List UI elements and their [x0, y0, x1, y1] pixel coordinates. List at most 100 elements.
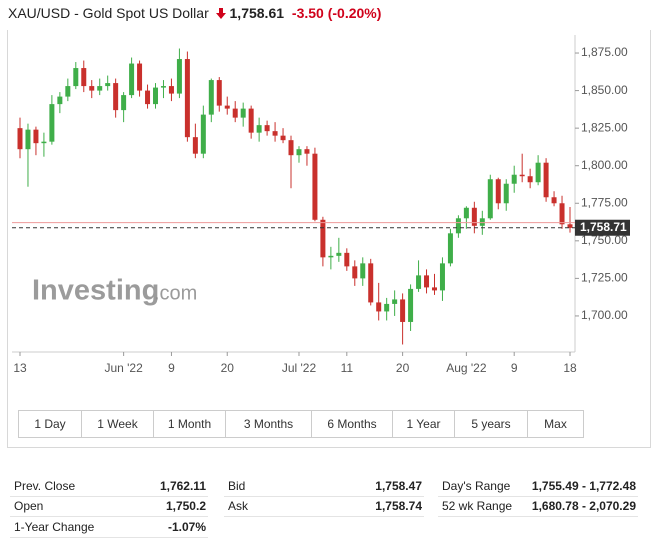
- candle-body: [57, 96, 63, 105]
- candle-body: [137, 63, 143, 91]
- candle-body: [559, 203, 565, 225]
- x-tick-label: Jun '22: [104, 361, 143, 375]
- candle-body: [431, 287, 437, 291]
- candle-body: [121, 95, 127, 111]
- candle-body: [424, 275, 430, 288]
- stat-value: 1,680.78 - 2,070.29: [531, 499, 636, 513]
- candle-body: [447, 233, 453, 264]
- candle-body: [224, 105, 230, 109]
- range-button[interactable]: Max: [544, 417, 567, 431]
- x-tick-label: 9: [511, 361, 518, 375]
- range-button[interactable]: 1 Week: [82, 411, 154, 437]
- candle-body: [535, 162, 541, 183]
- down-arrow: [215, 8, 226, 19]
- candle-body: [336, 252, 342, 256]
- x-tick-label: 18: [563, 361, 577, 375]
- candle-body: [176, 59, 182, 94]
- y-tick-label: 1,725.00: [581, 271, 628, 285]
- candle-body: [264, 125, 270, 132]
- x-tick-label: 11: [341, 361, 354, 375]
- candle-body: [400, 299, 406, 322]
- candle-body: [200, 114, 206, 154]
- candle-body: [256, 125, 262, 133]
- stat-divider: [224, 496, 424, 497]
- candle-body: [184, 59, 190, 138]
- x-tick-label: 9: [168, 361, 175, 375]
- range-button[interactable]: 5 years: [455, 411, 528, 437]
- candle-body: [479, 218, 485, 226]
- candle-body: [129, 63, 135, 96]
- stat-label: Bid: [228, 479, 246, 493]
- stat-divider: [10, 537, 208, 538]
- candle-body: [248, 108, 254, 133]
- candle-body: [192, 137, 198, 154]
- candle-body: [392, 299, 398, 304]
- stat-value: 1,762.11: [159, 479, 206, 493]
- y-tick-label: 1,775.00: [581, 195, 628, 209]
- stat-value: 1,755.49 - 1,772.48: [531, 479, 636, 493]
- candle-body: [543, 162, 549, 198]
- x-tick-label: 20: [221, 361, 235, 375]
- candle-body: [567, 224, 573, 228]
- stat-label: 52 wk Range: [442, 499, 513, 513]
- candle-body: [527, 176, 533, 183]
- candle-body: [272, 131, 278, 136]
- stat-value: 1,750.2: [165, 499, 206, 513]
- y-tick-label: 1,850.00: [581, 83, 628, 97]
- candle-body: [41, 141, 47, 144]
- candle-body: [304, 149, 310, 154]
- stat-value: -1.07%: [167, 520, 206, 534]
- y-tick-label: 1,750.00: [581, 233, 628, 247]
- candle-body: [503, 183, 509, 204]
- candle-body: [344, 252, 350, 267]
- watermark: Investing: [32, 275, 159, 307]
- stat-value: 1,758.74: [375, 499, 422, 513]
- y-tick-label: 1,700.00: [581, 308, 628, 322]
- range-button[interactable]: 6 Months: [312, 411, 393, 437]
- stat-label: Prev. Close: [14, 479, 76, 493]
- candle-body: [487, 179, 493, 219]
- stat-label: Ask: [228, 499, 249, 513]
- y-tick-label: 1,800.00: [581, 158, 628, 172]
- candle-body: [168, 86, 174, 94]
- candle-body: [296, 149, 302, 156]
- range-button[interactable]: 1 Year: [393, 411, 455, 437]
- x-tick-label: Aug '22: [446, 361, 487, 375]
- candle-body: [551, 197, 557, 204]
- candle-body: [25, 129, 31, 150]
- range-button[interactable]: 1 Day: [19, 411, 82, 437]
- last-price-label: 1,758.71: [580, 220, 627, 234]
- x-tick-label: 13: [13, 361, 27, 375]
- candle-body: [312, 153, 318, 220]
- candle-body: [73, 68, 79, 87]
- stat-divider: [10, 516, 208, 517]
- stat-label: Day's Range: [442, 479, 511, 493]
- candle-body: [471, 207, 477, 226]
- range-buttons: 1 Day 1 Week 1 Month 3 Months 6 Months 1 Year…: [18, 410, 584, 438]
- stat-label: Open: [14, 499, 44, 513]
- candle-body: [153, 87, 159, 105]
- header: XAU/USD - Gold Spot US Dollar 1,758.61 -…: [8, 5, 381, 21]
- candle-body: [97, 86, 103, 91]
- candle-body: [240, 108, 246, 118]
- candle-body: [368, 263, 374, 303]
- candle-body: [519, 174, 525, 177]
- candle-body: [328, 255, 334, 258]
- change-pct: (-0.20%): [327, 5, 382, 21]
- stat-divider: [438, 516, 638, 517]
- candle-body: [81, 68, 87, 87]
- watermark-suffix: .com: [154, 282, 197, 304]
- stat-divider: [10, 496, 208, 497]
- last-price-tag: [575, 219, 630, 236]
- candle-body: [408, 288, 414, 322]
- stat-value: 1,758.47: [375, 479, 422, 493]
- candle-body: [384, 303, 390, 312]
- x-tick-label: 20: [396, 361, 410, 375]
- x-tick-label: Jul '22: [282, 361, 317, 375]
- change: -3.50: [291, 5, 324, 21]
- range-button[interactable]: 3 Months: [226, 411, 312, 437]
- candle-body: [65, 86, 71, 97]
- range-button[interactable]: 1 Month: [154, 411, 226, 437]
- candle-body: [89, 86, 95, 91]
